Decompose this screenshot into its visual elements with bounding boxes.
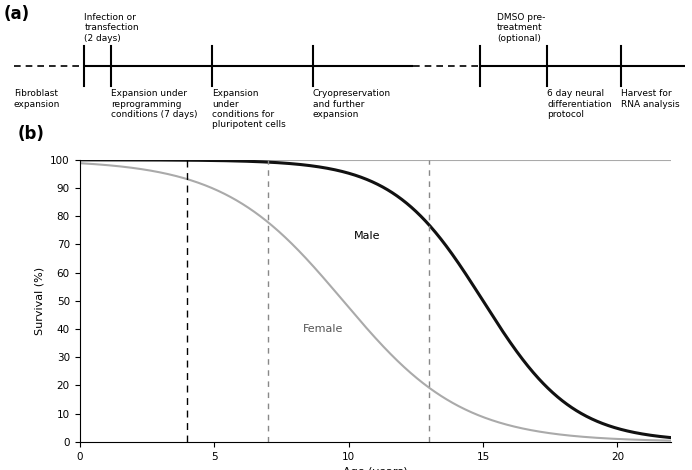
Text: (a): (a) [3, 5, 30, 23]
Text: Harvest for
RNA analysis: Harvest for RNA analysis [621, 89, 680, 109]
Text: (b): (b) [17, 125, 44, 143]
X-axis label: Age (years): Age (years) [343, 467, 408, 470]
Text: Female: Female [303, 324, 343, 334]
Text: Fibroblast
expansion: Fibroblast expansion [14, 89, 60, 109]
Y-axis label: Survival (%): Survival (%) [35, 267, 45, 335]
Text: Infection or
transfection
(2 days): Infection or transfection (2 days) [84, 13, 139, 43]
Text: Expansion under
reprogramming
conditions (7 days): Expansion under reprogramming conditions… [111, 89, 198, 119]
Text: 6 day neural
differentiation
protocol: 6 day neural differentiation protocol [547, 89, 612, 119]
Text: DMSO pre-
treatment
(optional): DMSO pre- treatment (optional) [497, 13, 545, 43]
Text: Expansion
under
conditions for
pluripotent cells: Expansion under conditions for pluripote… [212, 89, 286, 129]
Text: Cryopreservation
and further
expansion: Cryopreservation and further expansion [313, 89, 391, 119]
Text: Male: Male [354, 231, 381, 241]
